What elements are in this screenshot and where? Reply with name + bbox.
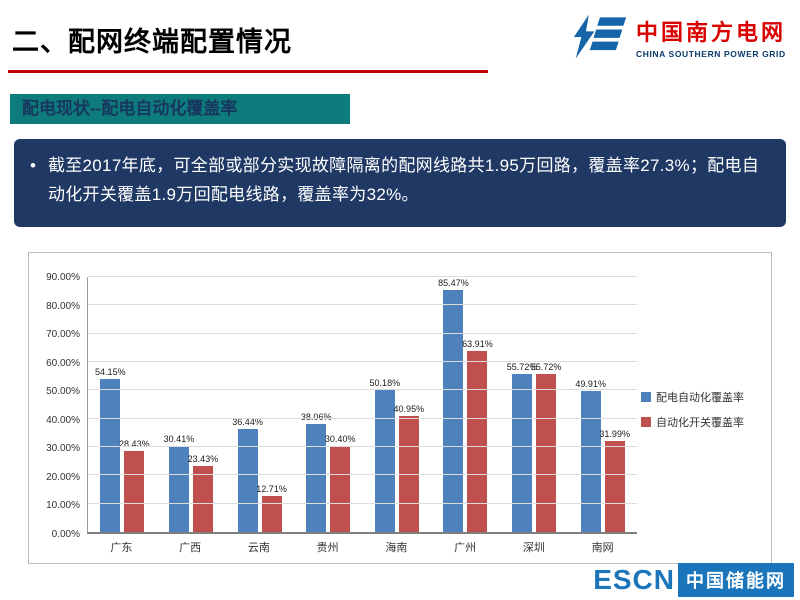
y-tick-label: 60.00% [46, 357, 80, 369]
x-tick-label: 云南 [247, 542, 270, 554]
bar: 12.71% [256, 484, 287, 532]
legend-swatch [641, 391, 651, 402]
bar: 30.40% [325, 434, 355, 532]
y-tick-label: 70.00% [46, 329, 80, 341]
bar: 31.99% [599, 429, 630, 532]
summary-text: 截至2017年底，可全部或部分实现故障隔离的配网线路共1.95万回路，覆盖率27… [47, 156, 760, 204]
legend-item: 配电自动化覆盖率 [641, 389, 767, 405]
bar-value-label: 31.99% [599, 429, 630, 440]
gridline [88, 417, 637, 419]
bar-value-label: 30.40% [324, 433, 356, 444]
csg-logo-name-cn: 中国南方电网 [635, 20, 786, 45]
bar-groups: 54.15% 28.43% 30.41% 23.43% 36.44% 12.71% 38.0… [88, 277, 637, 532]
bar-value-label: 28.43% [119, 439, 150, 450]
bar-value-label: 63.91% [462, 338, 493, 349]
bar: 36.44% [232, 417, 263, 532]
escn-text: ESCN [593, 564, 675, 595]
title-underline [8, 70, 488, 73]
legend-swatch [641, 416, 651, 427]
bar: 30.41% [164, 434, 194, 532]
csg-logo: 中国南方电网 CHINA SOUTHERN POWER GRID [572, 10, 792, 60]
bar-value-label: 12.71% [256, 484, 287, 494]
x-tick-label: 深圳 [522, 542, 545, 554]
x-tick-label: 贵州 [316, 542, 339, 554]
csg-logo-icon [573, 14, 627, 59]
bar-value-label: 54.15% [95, 366, 126, 377]
escn-cn-badge: 中国储能网 [678, 563, 794, 597]
gridline [88, 502, 637, 504]
gridline [88, 276, 637, 277]
bar: 55.72% [531, 362, 561, 532]
coverage-bar-chart: 0.00% 10.00% 20.00% 30.00% 40.00% 50.00% 60.00… [28, 252, 772, 564]
legend-label: 配电自动化覆盖率 [656, 391, 744, 404]
bar: 85.47% [438, 278, 469, 532]
bar-group: 50.18% 40.95% [363, 277, 432, 532]
section-label: 配电现状--配电自动化覆盖率 [10, 94, 350, 124]
y-axis: 0.00% 10.00% 20.00% 30.00% 40.00% 50.00% 60.00… [35, 272, 87, 540]
bar-group: 85.47% 63.91% [431, 277, 500, 532]
bar-value-label: 38.06% [301, 412, 332, 422]
chart-legend: 配电自动化覆盖率 自动化开关覆盖率 [637, 257, 767, 561]
y-tick-label: 20.00% [46, 471, 80, 483]
bar-value-label: 40.95% [393, 403, 425, 414]
slide-header: 二、配网终端配置情况 中国南方电网 CHINA SOUTHERN POWER G… [0, 0, 800, 60]
bar: 50.18% [370, 378, 400, 532]
bar-value-label: 23.43% [187, 453, 219, 464]
bar: 63.91% [462, 339, 493, 532]
bar: 54.15% [95, 367, 126, 532]
bar-value-label: 55.72% [530, 362, 562, 373]
bar: 55.72% [507, 362, 537, 532]
escn-logo: ESCN 中国储能网 [593, 563, 794, 597]
bar-group: 30.41% 23.43% [157, 277, 226, 532]
y-tick-label: 10.00% [46, 500, 80, 512]
bar-value-label: 55.72% [506, 362, 538, 373]
bar-group: 54.15% 28.43% [88, 277, 157, 532]
x-tick-label: 广东 [110, 542, 133, 554]
bar-value-label: 50.18% [369, 377, 401, 388]
bar: 38.06% [301, 412, 331, 532]
bar: 28.43% [119, 439, 150, 532]
csg-logo-name-en: CHINA SOUTHERN POWER GRID [635, 49, 786, 59]
bar: 49.91% [575, 379, 606, 532]
page-title: 二、配网终端配置情况 [12, 27, 292, 57]
csg-logo-text: 中国南方电网 CHINA SOUTHERN POWER GRID [636, 15, 786, 59]
gridline [88, 389, 637, 391]
summary-box: • 截至2017年底，可全部或部分实现故障隔离的配网线路共1.95万回路，覆盖率… [14, 139, 786, 227]
plot-column: 54.15% 28.43% 30.41% 23.43% 36.44% 12.71% 38.0… [87, 257, 637, 561]
x-tick-label: 广州 [454, 542, 477, 554]
y-tick-label: 90.00% [46, 272, 80, 283]
bar: 23.43% [188, 454, 218, 532]
legend-item: 自动化开关覆盖率 [641, 414, 767, 430]
bar-group: 55.72% 55.72% [500, 277, 569, 532]
gridline [88, 446, 637, 447]
x-tick-label: 海南 [385, 542, 408, 554]
y-tick-label: 30.00% [46, 443, 80, 455]
bar-value-label: 49.91% [575, 378, 606, 389]
plot-area: 54.15% 28.43% 30.41% 23.43% 36.44% 12.71% 38.0… [87, 276, 637, 534]
bullet-marker: • [30, 156, 36, 175]
bar-value-label: 85.47% [438, 277, 469, 288]
gridline [88, 474, 637, 476]
bar-value-label: 36.44% [232, 416, 263, 427]
x-axis-labels: 广东 广西 云南 贵州 海南 广州 深圳 南网 [87, 534, 637, 555]
y-tick-label: 50.00% [46, 386, 80, 398]
y-tick-label: 40.00% [46, 414, 80, 426]
gridline [88, 361, 637, 362]
legend-label: 自动化开关覆盖率 [656, 416, 744, 429]
gridline [88, 332, 637, 334]
bar-value-label: 30.41% [163, 433, 195, 444]
bar-group: 38.06% 30.40% [294, 277, 363, 532]
bar-group: 36.44% 12.71% [225, 277, 294, 532]
x-tick-label: 南网 [591, 542, 614, 554]
y-tick-label: 0.00% [51, 529, 80, 540]
y-tick-label: 80.00% [46, 300, 80, 312]
gridline [88, 304, 637, 306]
x-tick-label: 广西 [179, 542, 202, 554]
bar-group: 49.91% 31.99% [568, 277, 637, 532]
chart-body: 0.00% 10.00% 20.00% 30.00% 40.00% 50.00% 60.00… [35, 257, 767, 561]
